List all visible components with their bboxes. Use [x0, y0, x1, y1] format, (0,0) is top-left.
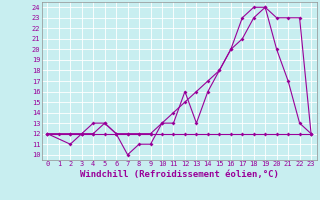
X-axis label: Windchill (Refroidissement éolien,°C): Windchill (Refroidissement éolien,°C): [80, 170, 279, 179]
